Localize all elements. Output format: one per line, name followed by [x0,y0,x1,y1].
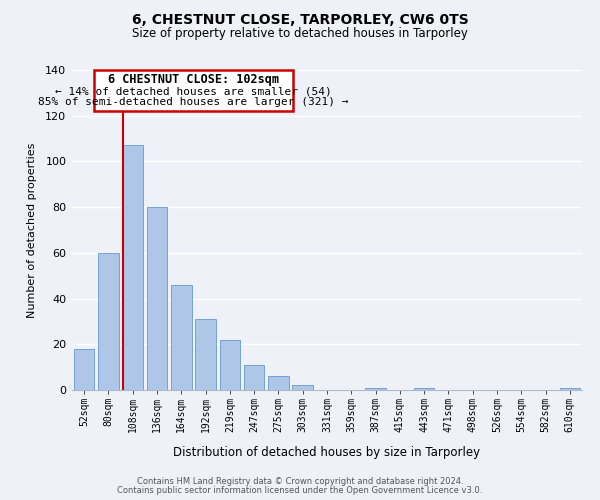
Bar [122,146,143,390]
Bar [146,207,167,390]
Bar [171,285,191,390]
Text: ← 14% of detached houses are smaller (54): ← 14% of detached houses are smaller (54… [55,86,332,96]
Bar [268,376,289,390]
Text: 85% of semi-detached houses are larger (321) →: 85% of semi-detached houses are larger (… [38,98,349,108]
Bar [292,386,313,390]
Text: Contains HM Land Registry data © Crown copyright and database right 2024.: Contains HM Land Registry data © Crown c… [137,477,463,486]
Text: Contains public sector information licensed under the Open Government Licence v3: Contains public sector information licen… [118,486,482,495]
FancyBboxPatch shape [94,70,293,111]
Y-axis label: Number of detached properties: Number of detached properties [27,142,37,318]
Bar [560,388,580,390]
Bar [414,388,434,390]
Bar [365,388,386,390]
Bar [220,340,240,390]
Bar [74,349,94,390]
Bar [195,319,216,390]
Bar [98,253,119,390]
Text: 6, CHESTNUT CLOSE, TARPORLEY, CW6 0TS: 6, CHESTNUT CLOSE, TARPORLEY, CW6 0TS [131,12,469,26]
Text: Size of property relative to detached houses in Tarporley: Size of property relative to detached ho… [132,28,468,40]
X-axis label: Distribution of detached houses by size in Tarporley: Distribution of detached houses by size … [173,446,481,459]
Text: 6 CHESTNUT CLOSE: 102sqm: 6 CHESTNUT CLOSE: 102sqm [108,74,279,86]
Bar [244,365,265,390]
